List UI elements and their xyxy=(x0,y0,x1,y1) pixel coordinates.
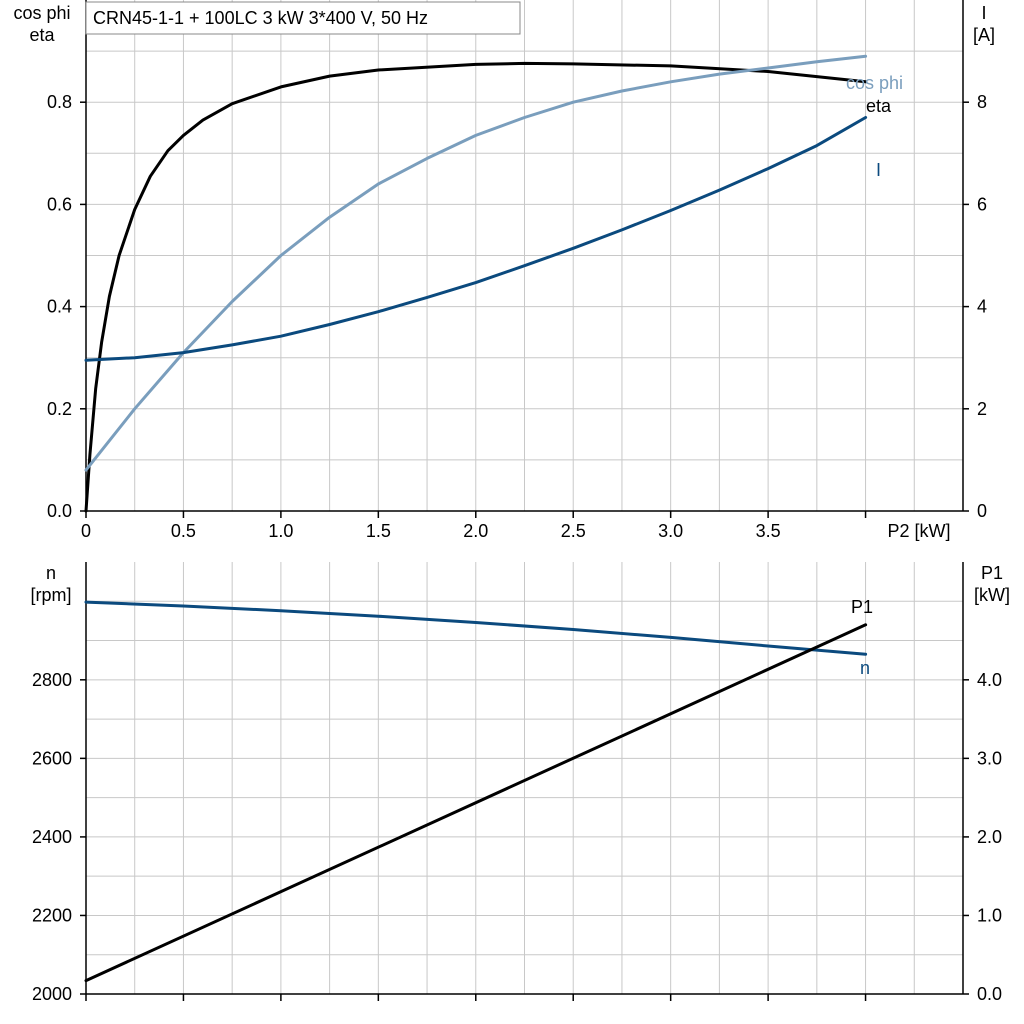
series-eta-line xyxy=(84,61,868,513)
right-axis-title: P1 xyxy=(981,563,1003,583)
series-I-line xyxy=(84,116,868,362)
series-P1-line xyxy=(84,623,868,983)
right-tick-label: 8 xyxy=(977,92,987,112)
right-tick-label: 2.0 xyxy=(977,827,1002,847)
left-tick-label: 2000 xyxy=(32,984,72,1004)
right-tick-label: 3.0 xyxy=(977,748,1002,768)
x-tick-label: 1.5 xyxy=(366,521,391,541)
right-axis-title: [A] xyxy=(973,25,995,45)
x-axis-title: P2 [kW] xyxy=(887,521,950,541)
x-tick-label: 3.0 xyxy=(658,521,683,541)
left-tick-label: 2800 xyxy=(32,670,72,690)
right-tick-label: 2 xyxy=(977,399,987,419)
left-tick-label: 0.2 xyxy=(47,399,72,419)
left-axis-title: cos phi xyxy=(13,3,70,23)
left-tick-label: 2600 xyxy=(32,748,72,768)
x-tick-label: 3.5 xyxy=(756,521,781,541)
series-P1-label: P1 xyxy=(851,597,873,617)
title-box xyxy=(85,1,521,35)
x-tick-label: 0 xyxy=(81,521,91,541)
x-tick-label: 2.5 xyxy=(561,521,586,541)
series-n-label: n xyxy=(860,658,870,678)
right-tick-label: 4.0 xyxy=(977,670,1002,690)
left-axis-title: eta xyxy=(29,25,55,45)
right-tick-label: 6 xyxy=(977,194,987,214)
x-tick-label: 1.0 xyxy=(268,521,293,541)
right-tick-label: 0.0 xyxy=(977,984,1002,1004)
left-axis-title: [rpm] xyxy=(30,585,71,605)
bottom-chart: 200022002400260028000.01.02.03.04.0n[rpm… xyxy=(30,562,1010,1004)
series-n-line xyxy=(84,600,868,656)
series-eta-label: eta xyxy=(866,96,892,116)
right-tick-label: 4 xyxy=(977,297,987,317)
series-cos-phi-line xyxy=(84,54,868,472)
right-axis-title: [kW] xyxy=(974,585,1010,605)
left-tick-label: 0.0 xyxy=(47,501,72,521)
left-tick-label: 2200 xyxy=(32,905,72,925)
top-chart: 0.0 0.2 0.4 0.6 0.8 0 2 4 6 8 0 0.5 1.0 1.5 2.0 2.5 3.0 3… xyxy=(13,0,995,541)
left-tick-label: 0.4 xyxy=(47,297,72,317)
left-tick-label: 0.8 xyxy=(47,92,72,112)
right-tick-label: 1.0 xyxy=(977,905,1002,925)
chart-title: CRN45-1-1 + 100LC 3 kW 3*400 V, 50 Hz xyxy=(93,8,428,28)
left-tick-label: 2400 xyxy=(32,827,72,847)
x-tick-label: 0.5 xyxy=(171,521,196,541)
left-axis-title: n xyxy=(46,563,56,583)
left-tick-label: 0.6 xyxy=(47,194,72,214)
right-axis-title: I xyxy=(981,3,986,23)
series-cos-phi-label: cos phi xyxy=(846,73,903,93)
x-tick-label: 2.0 xyxy=(463,521,488,541)
right-tick-label: 0 xyxy=(977,501,987,521)
series-I-label: I xyxy=(876,160,881,180)
